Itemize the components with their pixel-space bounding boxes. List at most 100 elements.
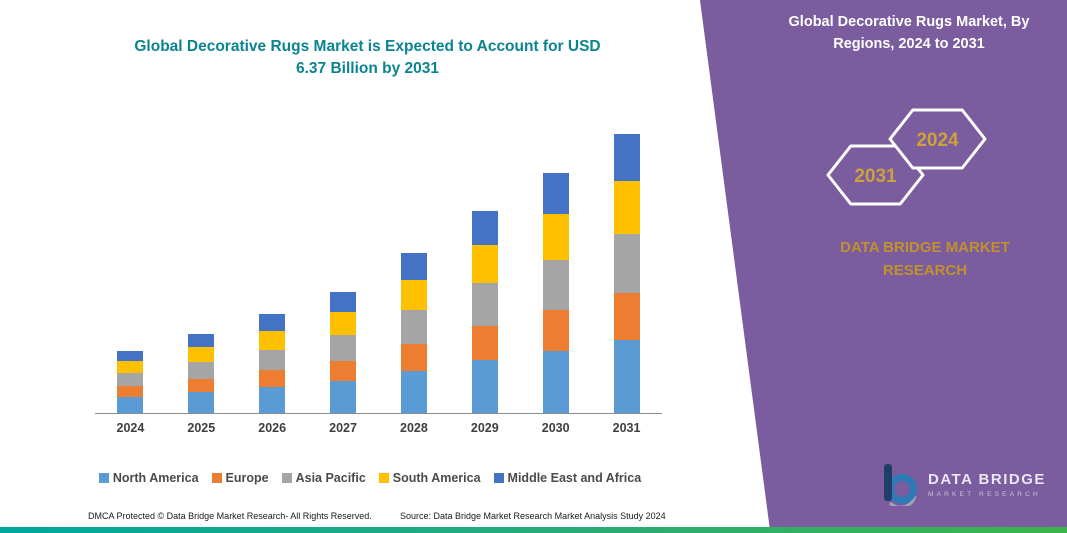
legend-swatch: [211, 473, 222, 483]
x-axis-label: 2028: [400, 421, 428, 435]
legend-item: Europe: [211, 471, 269, 485]
x-axis-label: 2030: [541, 421, 570, 435]
bar-segment: [613, 133, 640, 181]
chart-title-line2: 6.37 Billion by 2031: [295, 60, 439, 78]
footer-dmca-text: DMCA Protected © Data Bridge Market Rese…: [88, 511, 372, 521]
bar-segment: [613, 234, 640, 293]
bar-segment: [188, 392, 215, 413]
bar-stack-2030: [542, 173, 569, 413]
bar-segment: [471, 210, 498, 245]
bar-segment: [117, 386, 144, 397]
bar-segment: [471, 325, 498, 361]
brand-line1: DATA BRIDGE MARKET: [840, 239, 1010, 256]
bar-segment: [613, 292, 640, 341]
legend-label: Europe: [225, 471, 269, 485]
bar-column-2031: [591, 128, 662, 413]
bar-segment: [400, 280, 427, 311]
bar-segment: [471, 360, 498, 413]
legend-swatch: [378, 473, 389, 483]
chart-title-line1: Global Decorative Rugs Market is Expecte…: [134, 38, 601, 55]
panel-title-line1: Global Decorative Rugs Market, By: [788, 14, 1030, 30]
bar-segment: [188, 362, 215, 379]
plot-area: [95, 128, 662, 414]
bar-segment: [259, 313, 286, 331]
bar-stack-2026: [259, 313, 286, 413]
bar-stack-2027: [330, 291, 357, 413]
bar-segment: [188, 347, 215, 363]
legend-swatch: [98, 473, 109, 483]
bar-segment: [330, 381, 357, 413]
bar-stack-2025: [188, 334, 215, 413]
bar-segment: [117, 351, 144, 362]
bar-segment: [117, 373, 144, 387]
bottom-accent-bar: [0, 527, 1067, 533]
bar-column-2029: [449, 128, 520, 413]
bar-stack-2029: [471, 210, 498, 413]
bar-segment: [542, 350, 569, 413]
legend-swatch: [281, 473, 292, 483]
bar-segment: [259, 330, 286, 350]
x-axis-label: 2027: [329, 421, 357, 435]
bar-column-2027: [308, 128, 379, 413]
panel-title: Global Decorative Rugs Market, By Region…: [763, 12, 1055, 56]
bar-stack-2024: [117, 351, 144, 413]
hexagon-2024: [888, 108, 987, 170]
chart-title: Global Decorative Rugs Market is Expecte…: [85, 36, 650, 81]
legend-swatch: [493, 473, 504, 483]
bar-segment: [400, 252, 427, 281]
bar-segment: [330, 335, 357, 361]
bar-segment: [259, 387, 286, 413]
x-axis-label: 2025: [187, 421, 216, 435]
legend-item: Middle East and Africa: [493, 471, 642, 485]
databridge-logo-icon: [884, 464, 917, 506]
bar-segment: [613, 340, 640, 413]
bar-segment: [330, 360, 357, 382]
bar-column-2026: [237, 128, 308, 413]
bar-segment: [400, 310, 427, 345]
bar-segment: [259, 370, 286, 388]
bar-segment: [400, 344, 427, 372]
legend-item: Asia Pacific: [281, 471, 366, 485]
bar-segment: [188, 378, 215, 393]
legend-label: North America: [112, 471, 199, 485]
bar-segment: [188, 334, 215, 348]
hex-year-2024: 2024: [916, 130, 959, 151]
logo-title: DATA BRIDGE: [928, 470, 1046, 488]
x-axis-label: 2031: [612, 421, 641, 435]
plot-wrap: 2024 2025 2026 2027 2028 2029 2030 2031: [95, 128, 662, 435]
bar-segment: [330, 291, 357, 313]
databridge-logo: DATA BRIDGE MARKET RESEARCH: [876, 462, 1046, 506]
bar-segment: [117, 361, 144, 374]
bar-segment: [542, 213, 569, 260]
bar-stack-2031: [613, 133, 640, 413]
legend-label: Asia Pacific: [295, 471, 366, 485]
x-axis-label: 2029: [470, 421, 499, 435]
x-axis-label: 2026: [258, 421, 287, 435]
legend-label: South America: [392, 471, 481, 485]
footer-source-text: Source: Data Bridge Market Research Mark…: [400, 511, 666, 521]
brand-line2: RESEARCH: [882, 262, 968, 280]
bar-column-2028: [379, 128, 450, 413]
bar-segment: [471, 244, 498, 284]
logo-text: DATA BRIDGE MARKET RESEARCH: [928, 471, 1046, 498]
bar-segment: [471, 283, 498, 326]
bar-column-2024: [95, 128, 166, 413]
year-hexagons: 2031 2024: [826, 108, 987, 206]
x-axis-label: 2024: [116, 421, 145, 435]
legend-item: South America: [378, 471, 481, 485]
bar-segment: [542, 309, 569, 351]
bar-segment: [613, 180, 640, 235]
bar-segment: [542, 173, 569, 214]
bar-segment: [330, 312, 357, 336]
chart-legend: North America Europe Asia Pacific South Ame…: [60, 471, 680, 485]
bar-segment: [542, 259, 569, 310]
bar-segment: [259, 349, 286, 371]
x-axis: 2024 2025 2026 2027 2028 2029 2030 2031: [95, 421, 662, 435]
bar-stack-2028: [400, 252, 427, 413]
bar-segment: [400, 371, 427, 413]
legend-label: Middle East and Africa: [507, 471, 642, 485]
hex-year-2031: 2031: [854, 166, 897, 187]
panel-title-line2: Regions, 2024 to 2031: [833, 35, 985, 52]
